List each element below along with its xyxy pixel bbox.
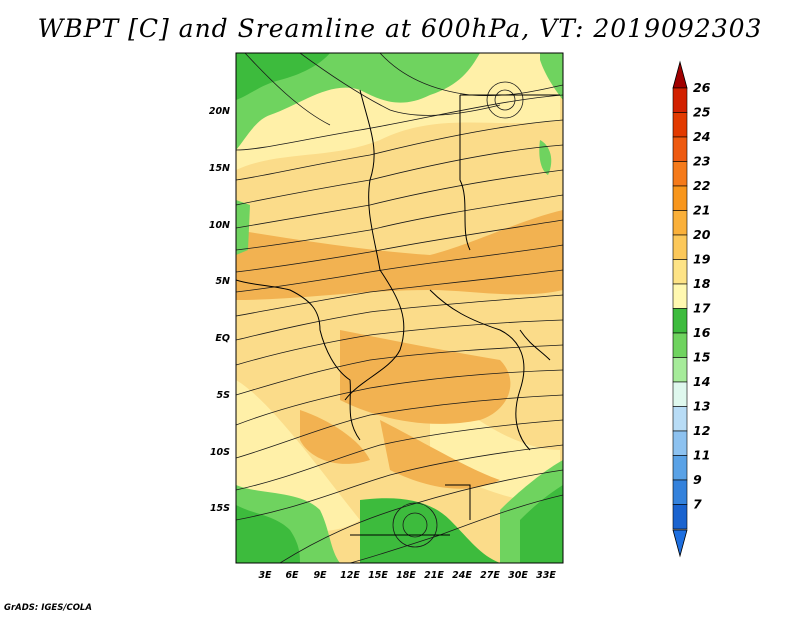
colorbar-label: 25 xyxy=(693,105,711,120)
lat-tick-label: EQ xyxy=(215,333,230,344)
colorbar-swatch xyxy=(672,455,688,481)
lon-tick-label: 24E xyxy=(452,570,472,581)
lat-tick-label: 10S xyxy=(210,447,230,458)
colorbar-label: 9 xyxy=(693,472,702,487)
colorbar-swatch xyxy=(672,283,688,309)
colorbar-label: 14 xyxy=(693,374,710,389)
colorbar-label: 11 xyxy=(693,448,710,463)
colorbar: 26 25 24 23 22 21 20 19 18 17 16 15 14 13 12 11 9 7 xyxy=(672,60,711,558)
lon-tick-label: 30E xyxy=(508,570,528,581)
colorbar-label: 16 xyxy=(693,325,711,340)
lon-tick-label: 18E xyxy=(396,570,416,581)
lat-tick-label: 20N xyxy=(209,106,230,117)
colorbar-swatch xyxy=(672,185,688,211)
lon-tick-label: 21E xyxy=(424,570,444,581)
colorbar-label: 26 xyxy=(693,80,711,95)
colorbar-swatch xyxy=(672,381,688,407)
colorbar-label: 21 xyxy=(693,203,710,218)
colorbar-label: 15 xyxy=(693,350,711,365)
colorbar-label: 17 xyxy=(693,301,711,316)
colorbar-label: 19 xyxy=(693,252,711,267)
lon-tick-label: 15E xyxy=(368,570,388,581)
credit-label: GrADS: IGES/COLA xyxy=(4,603,92,613)
colorbar-top-arrow xyxy=(672,60,688,89)
colorbar-label: 22 xyxy=(693,178,710,193)
lat-tick-label: 15S xyxy=(210,503,230,514)
lat-tick-label: 15N xyxy=(209,163,230,174)
colorbar-label: 20 xyxy=(693,227,711,242)
lon-tick-label: 9E xyxy=(313,570,327,581)
colorbar-label: 24 xyxy=(693,129,710,144)
colorbar-swatch xyxy=(672,234,688,260)
lat-tick-label: 5N xyxy=(215,276,230,287)
longitude-axis: 3E 6E 9E 12E 15E 18E 21E 24E 27E 30E 33E xyxy=(258,570,556,581)
colorbar-swatch xyxy=(672,259,688,285)
colorbar-swatch xyxy=(672,112,688,138)
colorbar-label: 13 xyxy=(693,399,710,414)
lon-tick-label: 3E xyxy=(258,570,272,581)
lat-tick-label: 10N xyxy=(209,220,230,231)
colorbar-swatch xyxy=(672,406,688,432)
colorbar-swatch xyxy=(672,332,688,358)
colorbar-swatch xyxy=(672,136,688,162)
lon-tick-label: 33E xyxy=(536,570,556,581)
lon-tick-label: 12E xyxy=(340,570,360,581)
colorbar-swatch xyxy=(672,308,688,334)
colorbar-label: 12 xyxy=(693,423,710,438)
colorbar-swatch xyxy=(672,161,688,187)
colorbar-swatch xyxy=(672,504,688,530)
colorbar-label: 18 xyxy=(693,276,711,291)
latitude-axis: 20N 15N 10N 5N EQ 5S 10S 15S xyxy=(209,106,230,514)
colorbar-swatch xyxy=(672,210,688,236)
colorbar-bottom-arrow xyxy=(672,529,688,558)
lon-tick-label: 6E xyxy=(285,570,299,581)
wbpt-shaded-field xyxy=(236,53,563,563)
lat-tick-label: 5S xyxy=(217,390,231,401)
colorbar-swatch xyxy=(672,87,688,113)
country-borders xyxy=(236,89,560,536)
map-frame xyxy=(235,52,564,564)
chart-title: WBPT [C] and Sreamline at 600hPa, VT: 20… xyxy=(37,14,763,43)
colorbar-swatch xyxy=(672,430,688,456)
colorbar-swatch xyxy=(672,357,688,383)
colorbar-swatch xyxy=(672,479,688,505)
lon-tick-label: 27E xyxy=(480,570,500,581)
colorbar-label: 23 xyxy=(693,154,710,169)
colorbar-label: 7 xyxy=(693,497,702,512)
